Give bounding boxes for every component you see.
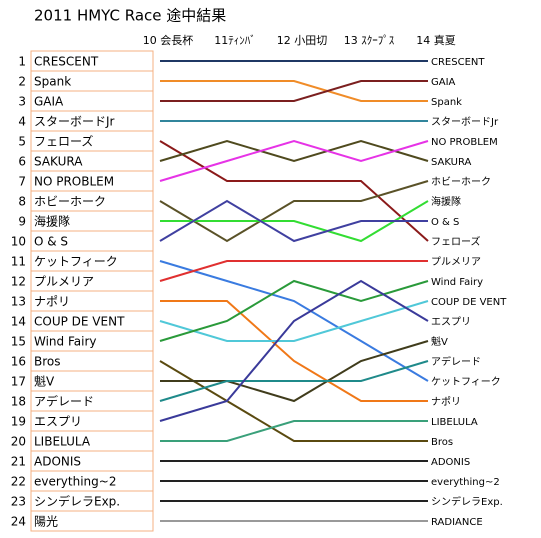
rank-label: 2 [18, 75, 26, 89]
right-name: ホビーホーク [431, 176, 491, 188]
rank-line [159, 360, 429, 402]
rank-line [160, 300, 428, 402]
right-name: プルメリア [431, 256, 481, 268]
rank-label: 8 [18, 195, 26, 209]
right-name: LIBELULA [431, 417, 478, 428]
rank-line [160, 420, 428, 442]
right-name: Spank [431, 97, 462, 108]
left-name: アデレード [34, 394, 94, 409]
left-name: シンデレラExp. [34, 494, 120, 509]
rank-label: 24 [11, 515, 26, 529]
rank-label: 4 [18, 115, 26, 129]
rank-label: 11 [11, 255, 26, 269]
rank-label: 7 [18, 175, 26, 189]
rank-label: 23 [11, 495, 26, 509]
rank-line [159, 279, 429, 422]
left-name: ケットフィーク [34, 255, 118, 269]
rank-line [159, 139, 429, 182]
rank-label: 18 [11, 395, 26, 409]
left-name: everything~2 [34, 475, 116, 489]
right-name: Bros [431, 437, 453, 448]
rank-label: 13 [11, 295, 26, 309]
left-name: フェローズ [34, 134, 93, 149]
left-name: GAIA [34, 95, 64, 109]
rank-label: 14 [11, 315, 26, 329]
left-name: NO PROBLEM [34, 175, 114, 189]
rank-label: 16 [11, 355, 26, 369]
right-name: NO PROBLEM [431, 137, 498, 148]
column-header: 10 会長杯 [143, 33, 194, 47]
rank-label: 21 [11, 455, 26, 469]
left-name: ホビーホーク [34, 195, 106, 209]
right-name: SAKURA [431, 157, 472, 168]
row-box [30, 510, 154, 532]
rank-line [159, 300, 429, 342]
rank-line [160, 200, 429, 243]
rank-label: 22 [11, 475, 26, 489]
right-name: GAIA [431, 77, 456, 88]
left-name: 陽光 [34, 515, 58, 529]
right-name: COUP DE VENT [431, 297, 507, 308]
right-name: O & S [431, 217, 459, 228]
rank-label: 5 [18, 135, 26, 149]
left-name: プルメリア [34, 275, 94, 289]
right-name: CRESCENT [431, 57, 485, 68]
rank-line [159, 139, 429, 163]
left-name: O & S [34, 235, 68, 249]
right-name: Wind Fairy [431, 277, 483, 288]
left-name: LIBELULA [34, 435, 91, 449]
right-name: 海援隊 [431, 195, 461, 208]
right-name: フェローズ [431, 235, 481, 248]
rank-line [160, 80, 428, 102]
rank-label: 19 [11, 415, 26, 429]
left-name: スターボードJr [34, 115, 115, 129]
rank-line [159, 260, 428, 282]
rank-line [159, 199, 428, 243]
rank-label: 20 [11, 435, 26, 449]
left-name: SAKURA [34, 155, 83, 169]
left-name: CRESCENT [34, 55, 99, 69]
rank-label: 17 [11, 375, 26, 389]
right-name: RADIANCE [431, 517, 483, 528]
column-header: 14 真夏 [416, 33, 456, 47]
left-name: 海援隊 [34, 214, 70, 229]
chart-title: 2011 HMYC Race 途中結果 [34, 7, 226, 25]
right-name: スターボードJr [431, 116, 499, 128]
rank-label: 9 [18, 215, 26, 229]
rank-label: 1 [18, 55, 26, 69]
right-name: エスプリ [431, 316, 471, 328]
column-header: 11ﾃｨﾝﾊﾞ [214, 34, 256, 47]
rank-line [159, 180, 429, 243]
right-name: シンデレラExp. [431, 495, 503, 508]
rank-label: 6 [18, 155, 26, 169]
column-header: 13 ｽｸｰﾌﾟｽ [344, 34, 395, 47]
column-header: 12 小田切 [277, 34, 328, 47]
left-name: Bros [34, 355, 61, 369]
rank-label: 12 [11, 275, 26, 289]
left-name: ナポリ [34, 295, 70, 309]
left-name: 魁V [34, 374, 55, 389]
rank-line [160, 80, 428, 102]
left-name: Spank [34, 75, 71, 89]
right-name: everything~2 [431, 477, 500, 488]
left-name: COUP DE VENT [34, 315, 125, 329]
right-name: ケットフィーク [431, 376, 501, 388]
left-name: エスプリ [34, 415, 82, 429]
right-name: 魁V [431, 335, 448, 348]
left-name: Wind Fairy [34, 335, 97, 349]
right-name: ナポリ [431, 396, 461, 408]
left-name: ADONIS [34, 455, 81, 469]
rank-label: 3 [18, 95, 26, 109]
rank-line [160, 340, 429, 403]
rank-label: 15 [11, 335, 26, 349]
right-name: アデレード [431, 355, 481, 368]
right-name: ADONIS [431, 457, 470, 468]
rank-label: 10 [11, 235, 26, 249]
